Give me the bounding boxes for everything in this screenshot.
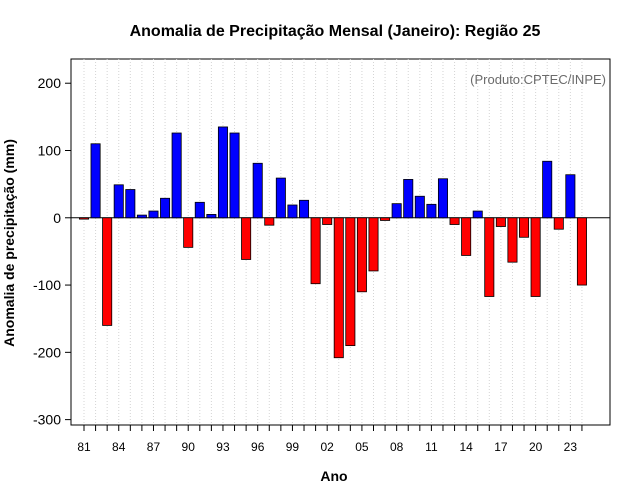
bar-2010	[414, 195, 425, 219]
x-tick-label: 11	[425, 440, 438, 454]
bar-1993	[217, 126, 228, 219]
x-tick-label: 90	[182, 440, 196, 454]
bar-2022	[553, 217, 564, 230]
bar-2024	[576, 217, 587, 286]
bar-2009	[403, 179, 414, 219]
bar-1989	[171, 132, 182, 219]
bar-2007	[380, 217, 391, 221]
bar-2018	[507, 217, 518, 263]
y-axis-label: Anomalia de precipitação (mm)	[1, 139, 17, 347]
bar-2012	[437, 178, 448, 219]
bar-2000	[299, 199, 310, 219]
x-tick-label: 84	[112, 440, 126, 454]
grid-lines	[83, 59, 583, 425]
x-tick-label: 14	[459, 440, 473, 454]
x-tick-label: 81	[77, 440, 91, 454]
x-tick-label: 05	[355, 440, 369, 454]
x-tick-label: 08	[390, 440, 404, 454]
x-tick-label: 87	[147, 440, 161, 454]
y-tick-label: 0	[53, 210, 61, 226]
bar-2014	[461, 217, 472, 256]
bar-1984	[113, 184, 124, 219]
bar-2005	[356, 217, 367, 293]
y-tick-label: -300	[33, 412, 61, 428]
bar-2021	[542, 160, 553, 219]
bar-1998	[275, 177, 286, 219]
bar-2001	[310, 217, 321, 285]
bar-2008	[391, 203, 402, 219]
bar-1986	[136, 214, 147, 219]
bar-1990	[183, 217, 194, 248]
x-axis: 81 84 87 90 93 96 99 02 05 08 11 14 17 20 23	[77, 425, 583, 454]
y-tick-label: -100	[33, 277, 61, 293]
y-tick-label: -200	[33, 344, 61, 360]
bar-2011	[426, 203, 437, 219]
y-tick-label: 200	[38, 75, 62, 91]
bar-1994	[229, 132, 240, 219]
bar-1996	[252, 162, 263, 219]
bar-1992	[206, 214, 217, 219]
bar-2004	[345, 217, 356, 347]
bar-2002	[322, 217, 333, 225]
x-tick-label: 23	[564, 440, 578, 454]
bar-1982	[90, 143, 101, 219]
x-tick-label: 99	[286, 440, 300, 454]
bar-1991	[194, 201, 205, 219]
bar-1995	[241, 217, 252, 260]
credit-label: (Produto:CPTEC/INPE)	[470, 72, 606, 87]
x-axis-label: Ano	[320, 468, 347, 484]
bar-2023	[565, 174, 576, 219]
bar-1997	[264, 217, 275, 226]
bar-2017	[495, 217, 506, 227]
x-tick-label: 96	[251, 440, 265, 454]
y-axis: 200 100 0 -100 -200 -300	[33, 75, 71, 428]
bar-2020	[530, 217, 541, 297]
bar-2015	[472, 210, 483, 219]
x-tick-label: 93	[216, 440, 230, 454]
chart-title: Anomalia de Precipitação Mensal (Janeiro…	[130, 23, 541, 40]
bar-2016	[484, 217, 495, 297]
bar-1981	[79, 217, 90, 220]
x-tick-label: 20	[529, 440, 543, 454]
x-tick-label: 17	[494, 440, 508, 454]
bar-1985	[125, 189, 136, 219]
bar-2013	[449, 217, 460, 225]
bar-2019	[519, 217, 530, 238]
plot-frame	[70, 58, 611, 426]
bar-1987	[148, 210, 159, 219]
x-tick-label: 02	[321, 440, 335, 454]
bar-1999	[287, 204, 298, 219]
bars-group	[79, 126, 587, 359]
y-tick-label: 100	[38, 143, 62, 159]
bar-2006	[368, 217, 379, 272]
bar-1988	[160, 197, 171, 219]
bar-2003	[333, 217, 344, 359]
bar-1983	[102, 217, 113, 326]
